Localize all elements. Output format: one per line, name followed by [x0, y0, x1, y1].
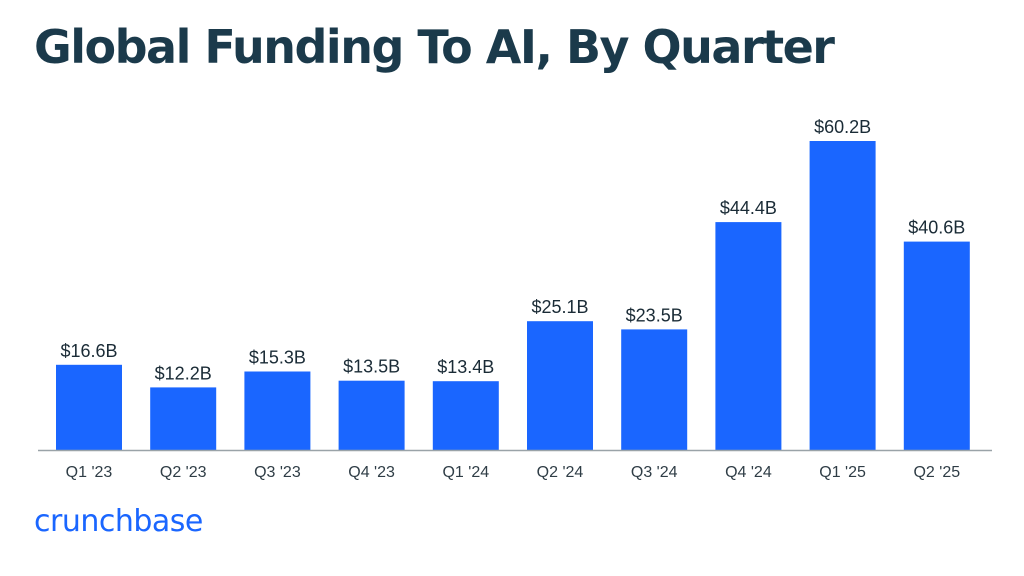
x-tick-label: Q1 '23	[66, 464, 113, 481]
x-tick-label: Q2 '24	[537, 464, 584, 481]
crunchbase-logo: crunchbase	[34, 504, 203, 539]
value-labels-layer: $16.6B $12.2B $15.3B $13.5B $13.4B $25.1B $23.…	[60, 117, 965, 383]
bar-9	[903, 241, 970, 450]
chart-title: Global Funding To AI, By Quarter	[34, 20, 835, 74]
x-tick-label: Q1 '24	[442, 464, 489, 481]
x-tick-label: Q3 '23	[254, 464, 301, 481]
bar-5	[527, 321, 593, 450]
x-tick-label: Q2 '25	[913, 464, 960, 481]
bar-4	[432, 381, 499, 450]
x-tick-label: Q2 '23	[160, 464, 207, 481]
bar-value-label: $44.4B	[720, 198, 777, 218]
bar-6	[621, 329, 688, 450]
bar-value-label: $15.3B	[249, 348, 306, 368]
bar-value-label: $13.4B	[437, 357, 494, 377]
bar-0	[56, 364, 122, 450]
x-tick-labels-layer: Q1 '23 Q2 '23 Q3 '23 Q4 '23 Q1 '24 Q2 '24 Q3 '…	[66, 464, 961, 481]
x-tick-label: Q1 '25	[819, 464, 866, 481]
bar-3	[338, 380, 405, 450]
bar-value-label: $16.6B	[60, 341, 117, 361]
bar-7	[715, 222, 782, 450]
bar-1	[150, 387, 217, 450]
x-tick-label: Q3 '24	[631, 464, 678, 481]
bar-value-label: $25.1B	[531, 297, 588, 317]
bar-2	[244, 371, 311, 450]
x-tick-label: Q4 '24	[725, 464, 772, 481]
bar-value-label: $13.5B	[343, 357, 400, 377]
bar-value-label: $60.2B	[814, 117, 871, 137]
bar-value-label: $40.6B	[908, 218, 965, 238]
x-tick-label: Q4 '23	[348, 464, 395, 481]
bar-value-label: $23.5B	[626, 305, 683, 325]
bars-layer	[56, 141, 970, 450]
bar-value-label: $12.2B	[155, 363, 212, 383]
bar-8	[809, 141, 876, 450]
